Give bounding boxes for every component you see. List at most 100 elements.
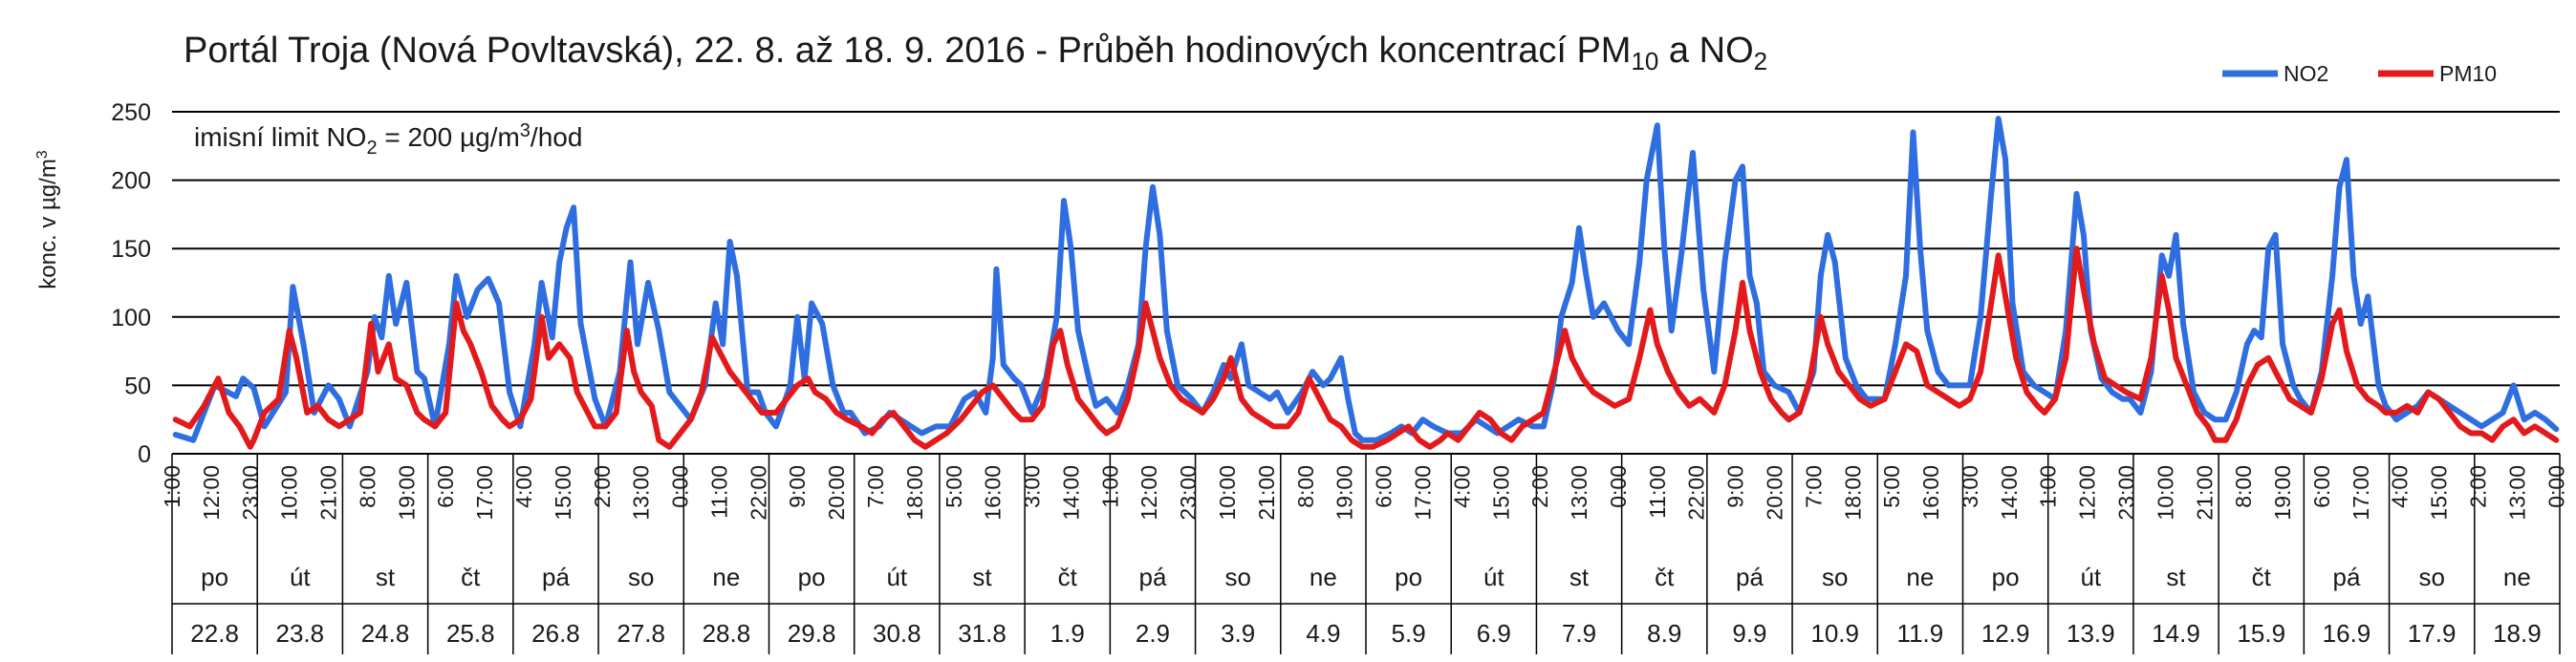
hour-tick-label: 17:00 xyxy=(2349,465,2373,521)
hour-tick-label: 2:00 xyxy=(2466,465,2491,508)
day-date-label: 26.8 xyxy=(531,619,580,648)
day-name-label: po xyxy=(798,563,826,591)
day-name-label: čt xyxy=(461,563,481,591)
day-name-label: so xyxy=(1822,563,1848,591)
y-tick-label: 150 xyxy=(111,236,151,263)
day-date-label: 11.9 xyxy=(1897,619,1944,648)
day-name-label: pá xyxy=(1736,563,1764,591)
day-date-label: 18.9 xyxy=(2493,619,2542,648)
day-name-label: so xyxy=(2418,563,2444,591)
hour-tick-label: 7:00 xyxy=(1801,465,1826,508)
hour-tick-label: 4:00 xyxy=(511,465,536,508)
day-name-label: po xyxy=(1395,563,1422,591)
day-date-label: 23.8 xyxy=(276,619,325,648)
y-tick-label: 200 xyxy=(111,168,151,195)
day-name-label: ne xyxy=(2503,563,2531,591)
day-date-label: 25.8 xyxy=(446,619,495,648)
hour-tick-label: 1:00 xyxy=(160,465,184,508)
day-date-label: 30.8 xyxy=(873,619,921,648)
day-date-label: 17.9 xyxy=(2408,619,2457,648)
day-name-label: čt xyxy=(1058,563,1078,591)
day-name-label: po xyxy=(1992,563,2020,591)
day-name-label: čt xyxy=(2252,563,2272,591)
legend-label-no2: NO2 xyxy=(2284,61,2328,86)
hour-tick-label: 10:00 xyxy=(277,465,302,521)
day-date-label: 14.9 xyxy=(2152,619,2200,648)
hour-tick-label: 14:00 xyxy=(1058,465,1083,521)
day-date-label: 7.9 xyxy=(1562,619,1596,648)
hour-tick-label: 3:00 xyxy=(1958,465,1982,508)
hour-tick-label: 23:00 xyxy=(2113,465,2138,521)
hour-tick-label: 8:00 xyxy=(1293,465,1318,508)
day-name-label: ne xyxy=(1906,563,1934,591)
day-date-label: 15.9 xyxy=(2237,619,2285,648)
day-date-label: 27.8 xyxy=(617,619,665,648)
hour-tick-label: 10:00 xyxy=(2153,465,2177,521)
hour-tick-label: 14:00 xyxy=(1997,465,2022,521)
hour-tick-label: 6:00 xyxy=(433,465,458,508)
hour-tick-label: 19:00 xyxy=(394,465,419,521)
hour-tick-label: 6:00 xyxy=(1372,465,1396,508)
y-axis-label: konc. v µg/m3 xyxy=(34,150,61,289)
day-date-label: 31.8 xyxy=(958,619,1007,648)
hour-tick-label: 10:00 xyxy=(1215,465,1240,521)
legend: NO2 PM10 xyxy=(2222,61,2497,86)
day-name-label: út xyxy=(1483,563,1504,591)
hour-tick-label: 4:00 xyxy=(1449,465,1474,508)
hour-tick-label: 12:00 xyxy=(199,465,224,521)
hour-tick-label: 19:00 xyxy=(1332,465,1357,521)
hour-tick-label: 13:00 xyxy=(2504,465,2529,521)
day-date-label: 8.9 xyxy=(1647,619,1681,648)
day-name-label: st xyxy=(376,563,396,591)
day-name-label: pá xyxy=(2333,563,2361,591)
legend-label-pm10: PM10 xyxy=(2439,61,2497,86)
day-name-label: čt xyxy=(1655,563,1675,591)
day-name-label: so xyxy=(628,563,654,591)
day-date-label: 3.9 xyxy=(1221,619,1255,648)
hour-tick-label: 22:00 xyxy=(746,465,770,521)
hour-tick-label: 1:00 xyxy=(1097,465,1122,508)
hour-tick-label: 17:00 xyxy=(472,465,497,521)
y-tick-label: 100 xyxy=(111,305,151,331)
y-tick-label: 0 xyxy=(138,441,151,468)
day-date-label: 10.9 xyxy=(1810,619,1859,648)
day-name-label: so xyxy=(1224,563,1250,591)
hour-tick-label: 22:00 xyxy=(1684,465,1709,521)
series-line-no2 xyxy=(172,116,2560,443)
day-name-label: út xyxy=(290,563,311,591)
hour-tick-label: 12:00 xyxy=(1136,465,1161,521)
day-date-label: 22.8 xyxy=(190,619,239,648)
day-name-label: út xyxy=(886,563,907,591)
hour-tick-label: 21:00 xyxy=(2192,465,2217,521)
day-date-label: 6.9 xyxy=(1477,619,1511,648)
day-date-label: 28.8 xyxy=(703,619,751,648)
hour-tick-label: 15:00 xyxy=(2427,465,2452,521)
day-date-label: 12.9 xyxy=(1981,619,2030,648)
hour-tick-label: 19:00 xyxy=(2270,465,2295,521)
hour-tick-label: 12:00 xyxy=(2075,465,2100,521)
plot-area: 0 50 100 150 200 250 1:00 12:00 23:00 10:00 21:00 8… xyxy=(111,99,2568,654)
hour-tick-label: 15:00 xyxy=(551,465,575,521)
day-name-label: út xyxy=(2080,563,2101,591)
day-date-label: 24.8 xyxy=(361,619,410,648)
hour-tick-label: 7:00 xyxy=(863,465,888,508)
hour-tick-label: 1:00 xyxy=(2036,465,2061,508)
hour-tick-label: 6:00 xyxy=(2309,465,2334,508)
hour-tick-label: 21:00 xyxy=(1254,465,1279,521)
hour-tick-label: 8:00 xyxy=(355,465,379,508)
day-name-label: pá xyxy=(542,563,570,591)
day-name-label: st xyxy=(1569,563,1590,591)
limit-annotation: imisní limit NO2 = 200 µg/m3/hod xyxy=(194,120,582,159)
hour-tick-label: 23:00 xyxy=(1176,465,1201,521)
day-date-label: 16.9 xyxy=(2323,619,2371,648)
hour-tick-label: 15:00 xyxy=(1488,465,1513,521)
day-date-label: 9.9 xyxy=(1732,619,1766,648)
hour-tick-label: 5:00 xyxy=(1879,465,1904,508)
day-name-label: st xyxy=(2166,563,2186,591)
day-date-label: 4.9 xyxy=(1306,619,1340,648)
hour-tick-label: 17:00 xyxy=(1410,465,1435,521)
hour-tick-label: 11:00 xyxy=(1645,465,1670,519)
day-name-label: po xyxy=(201,563,228,591)
